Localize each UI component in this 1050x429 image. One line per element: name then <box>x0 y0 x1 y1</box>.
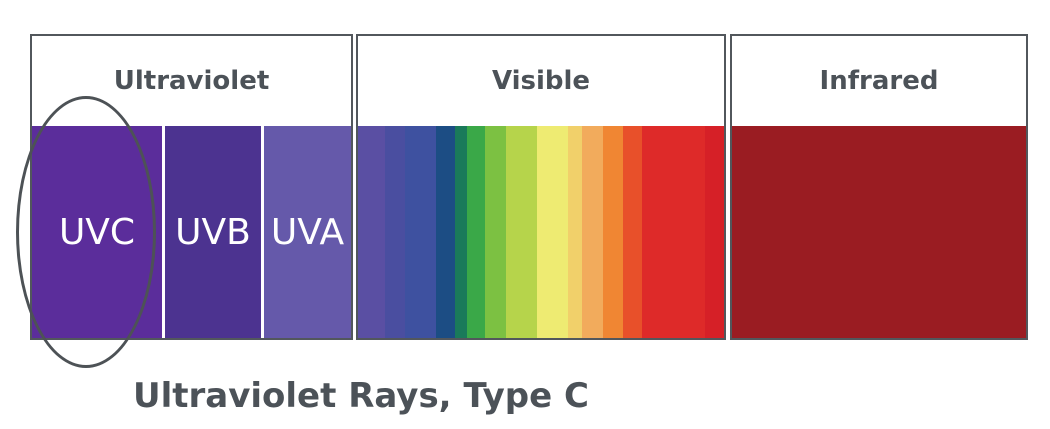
infrared-band-row <box>732 126 1026 338</box>
ultraviolet-bands: UVC UVB UVA <box>32 126 351 338</box>
uva-label: UVA <box>270 211 345 253</box>
visible-stripe <box>622 126 643 338</box>
visible-spectrum <box>358 126 725 338</box>
visible-stripe <box>568 126 582 338</box>
visible-box: Visible <box>356 34 726 340</box>
ultraviolet-box: Ultraviolet UVC UVB UVA <box>30 34 353 340</box>
uva-band: UVA <box>264 126 351 338</box>
visible-title: Visible <box>491 66 591 96</box>
infrared-title: Infrared <box>819 66 939 96</box>
visible-stripe <box>484 126 506 338</box>
visible-stripe <box>603 126 623 338</box>
infrared-band <box>732 126 1026 338</box>
visible-stripe <box>455 126 468 338</box>
visible-stripe <box>467 126 485 338</box>
infrared-box: Infrared <box>730 34 1028 340</box>
uvb-band: UVB <box>165 126 261 338</box>
visible-stripe <box>537 126 569 338</box>
visible-stripe <box>404 126 436 338</box>
visible-stripe <box>385 126 405 338</box>
uv-divider <box>261 126 264 338</box>
visible-stripe <box>435 126 456 338</box>
uvc-label: UVC <box>58 211 136 253</box>
ultraviolet-title: Ultraviolet <box>113 66 270 96</box>
uvb-label: UVB <box>175 211 251 253</box>
visible-stripe <box>358 126 386 338</box>
uvc-band: UVC <box>32 126 162 338</box>
visible-stripe <box>581 126 604 338</box>
uv-divider <box>162 126 165 338</box>
visible-stripe <box>642 126 705 338</box>
visible-stripe <box>505 126 538 338</box>
caption: Ultraviolet Rays, Type C <box>133 376 589 416</box>
visible-stripe <box>704 126 725 338</box>
